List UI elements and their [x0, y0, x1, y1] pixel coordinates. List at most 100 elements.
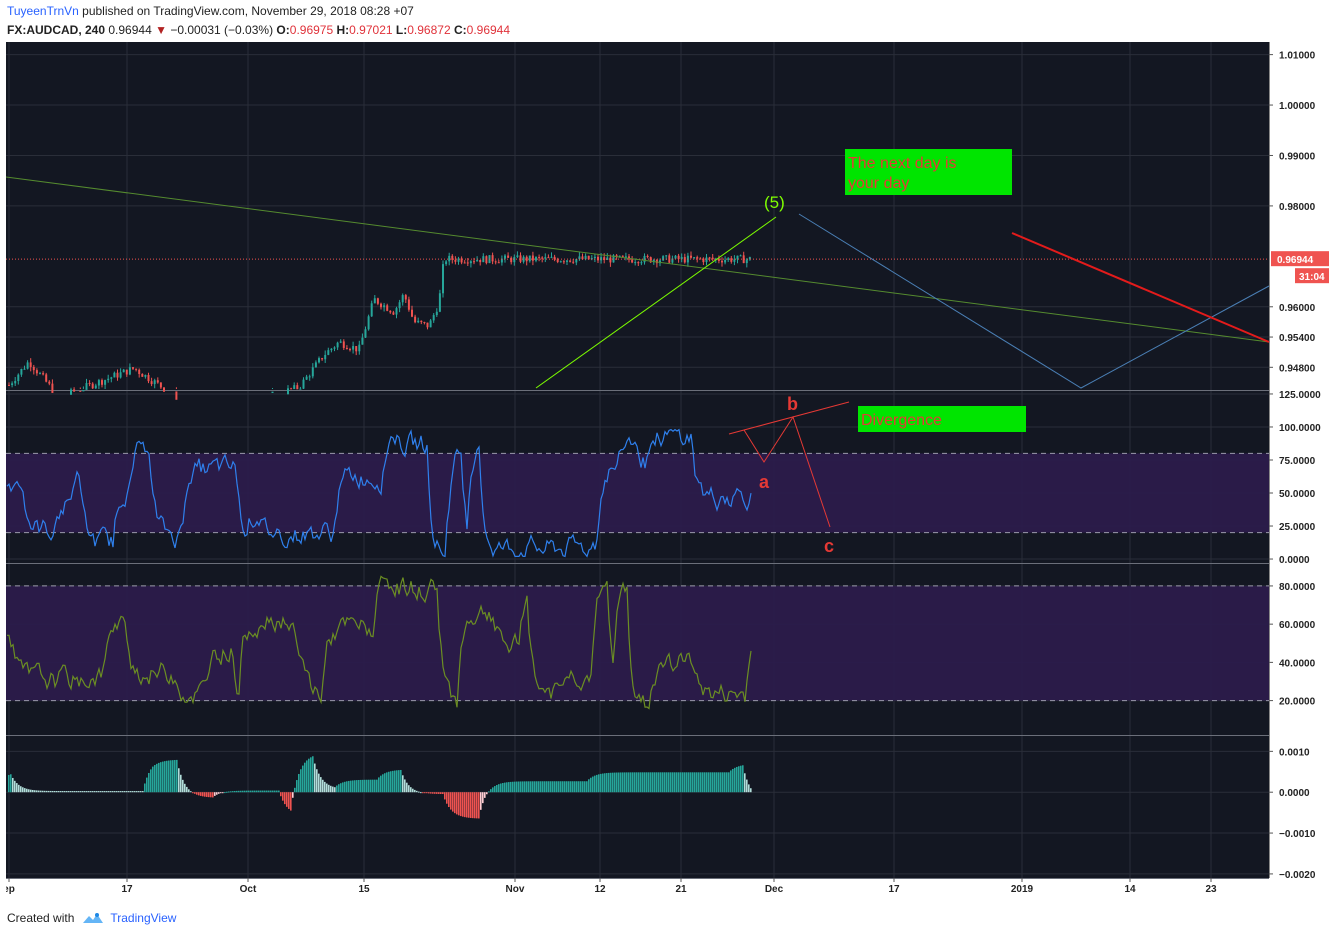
histogram-bar: [136, 791, 138, 793]
symbol-line: FX:AUDCAD, 240 0.96944 ▼ −0.00031 (−0.03…: [7, 23, 510, 37]
histogram-bar: [640, 772, 642, 793]
histogram-bar: [128, 791, 130, 793]
candle-body: [454, 259, 457, 262]
wave-5-label[interactable]: (5): [764, 193, 785, 212]
candle-body: [373, 298, 376, 304]
wave-b-label[interactable]: b: [787, 394, 798, 414]
resistance-line-red[interactable]: [1011, 232, 1270, 343]
histogram-bar: [416, 790, 418, 793]
candle-body: [547, 257, 550, 259]
candle-body: [79, 390, 82, 392]
candle-body: [649, 257, 652, 263]
candle-body: [352, 346, 355, 350]
histogram-bar: [224, 792, 226, 794]
chart-header: TuyeenTrnVn published on TradingView.com…: [0, 0, 1335, 42]
next-day-textbox[interactable]: [845, 149, 1012, 195]
wave-a-label[interactable]: a: [759, 472, 770, 492]
histogram-bar: [460, 792, 462, 817]
histogram-bar: [516, 781, 518, 793]
histogram-bar: [372, 779, 374, 793]
divergence-textbox[interactable]: [858, 406, 1026, 432]
histogram-bar: [514, 781, 516, 793]
histogram-bar: [126, 791, 128, 793]
histogram-bar: [210, 792, 212, 798]
tradingview-link[interactable]: TradingView: [110, 911, 177, 925]
histogram-bar: [306, 760, 308, 793]
candle-body: [544, 257, 547, 259]
symbol-label[interactable]: FX:AUDCAD, 240: [7, 23, 106, 37]
histogram-bar: [628, 772, 630, 793]
histogram-bar: [642, 772, 644, 793]
histogram-bar: [718, 772, 720, 793]
histogram-bar: [110, 791, 112, 793]
histogram-bar: [590, 777, 592, 793]
trend-line-green[interactable]: [5, 176, 1270, 343]
histogram-bar: [674, 772, 676, 793]
histogram-bar: [144, 783, 146, 793]
histogram-bar: [324, 781, 326, 793]
candle-body: [538, 257, 541, 259]
histogram-bar: [282, 792, 284, 801]
candle-body: [553, 256, 556, 260]
candle-body: [135, 368, 138, 370]
wave-channel-line[interactable]: [535, 216, 777, 389]
histogram-bar: [580, 781, 582, 793]
price-tick-label: 125.0000: [1279, 390, 1321, 401]
histogram-bar: [168, 760, 170, 793]
candle-body: [457, 258, 460, 262]
candle-body: [739, 255, 742, 257]
histogram-bar: [318, 773, 320, 793]
histogram-bar: [48, 790, 50, 793]
author-link[interactable]: TuyeenTrnVn: [7, 4, 79, 18]
price-tick-label: 0.94800: [1279, 363, 1316, 374]
histogram-bar: [700, 772, 702, 793]
candle-body: [296, 385, 299, 390]
abc-wave-path[interactable]: [743, 415, 831, 528]
price-axis-background: [1269, 42, 1329, 908]
chart-area[interactable]: (5) The next day is your day Divergence a b c …: [3, 42, 1329, 908]
candle-body: [407, 299, 410, 310]
histogram-bar: [684, 772, 686, 793]
histogram-bar: [600, 773, 602, 793]
price-tick-label: 75.0000: [1279, 456, 1316, 467]
projection-path[interactable]: [798, 213, 1270, 389]
countdown-badge-label: 31:04: [1299, 272, 1325, 283]
candle-body: [417, 320, 420, 323]
histogram-bar: [94, 791, 96, 793]
candle-body: [451, 255, 454, 260]
candle-body: [426, 322, 429, 328]
histogram-bar: [464, 792, 466, 818]
price-tick-label: 0.0000: [1279, 555, 1310, 566]
candle-body: [671, 258, 674, 263]
candle-body: [70, 389, 72, 395]
histogram-bar: [410, 787, 412, 793]
histogram-bar: [342, 782, 344, 793]
divergence-line[interactable]: [728, 401, 850, 435]
candle-body: [32, 366, 35, 371]
histogram-bar: [578, 781, 580, 793]
histogram-bar: [78, 791, 80, 793]
histogram-bar: [472, 792, 474, 819]
histogram-bar: [204, 792, 206, 797]
histogram-bar: [498, 784, 500, 793]
created-with-label: Created with: [7, 911, 75, 925]
histogram-bar: [22, 787, 24, 793]
histogram-bar: [524, 781, 526, 793]
candle-body: [318, 358, 320, 363]
histogram-bar: [618, 772, 620, 793]
histogram-bar: [294, 787, 296, 793]
drawings[interactable]: (5) The next day is your day Divergence a b c: [5, 149, 1270, 556]
histogram-bar: [398, 770, 400, 793]
histogram-bar: [484, 792, 486, 798]
histogram-bar: [750, 788, 752, 793]
candle-body: [132, 367, 134, 369]
histogram-bar: [248, 790, 250, 793]
histogram-bar: [172, 760, 174, 793]
histogram-bar: [328, 784, 330, 793]
histogram-bar: [486, 792, 488, 795]
wave-c-label[interactable]: c: [824, 536, 834, 556]
histogram-bar: [330, 785, 332, 793]
histogram-bar: [314, 763, 316, 793]
histogram-bar: [480, 792, 482, 810]
